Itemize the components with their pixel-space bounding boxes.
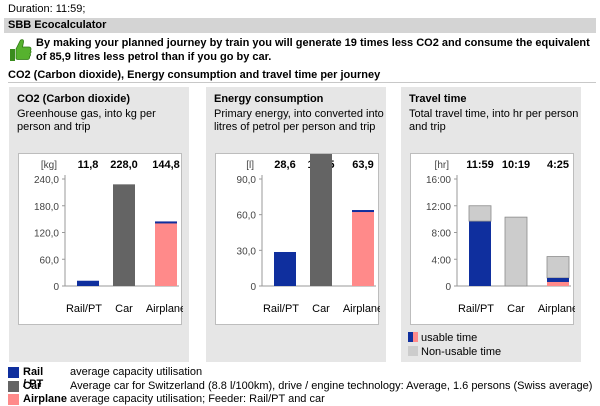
energy-chart: [l]90,060,030,0028,6114,563,9Rail/PTCarA… (215, 153, 380, 325)
y-tick-label: 0 (53, 282, 59, 293)
non-usable-time-label: Non-usable time (421, 346, 502, 358)
duration-text: Duration: 11:59; (8, 3, 86, 15)
category-label: Airplane (343, 303, 380, 315)
airplane-swatch (8, 394, 19, 405)
y-tick-label: 30,0 (237, 246, 257, 257)
panel-description: Primary energy, into converted into litr… (214, 108, 384, 133)
legend-description: average capacity utilisation; Feeder: Ra… (70, 393, 325, 405)
y-tick-label: 60,0 (40, 255, 60, 266)
y-tick-label: 0 (250, 282, 256, 293)
bar (274, 251, 296, 286)
y-tick-label: 0 (445, 282, 451, 293)
panel-description: Total travel time, into hr per person an… (409, 108, 579, 133)
co2-panel: CO2 (Carbon dioxide) Greenhouse gas, int… (9, 87, 189, 362)
category-label: Rail/PT (458, 303, 494, 315)
value-label: 144,8 (152, 159, 180, 171)
category-label: Car (507, 303, 525, 315)
thumbs-up-icon (10, 39, 32, 61)
y-tick-label: 60,0 (237, 211, 257, 222)
y-tick-label: 12:00 (426, 202, 451, 213)
legend-name: Rail / PT (23, 366, 44, 390)
value-label: 28,6 (274, 159, 295, 171)
eco-message: By making your planned journey by train … (36, 37, 590, 63)
value-label: 10:19 (502, 159, 530, 171)
category-label: Airplane (146, 303, 183, 315)
y-tick-label: 90,0 (237, 175, 257, 186)
non-usable-time-bar (468, 205, 492, 222)
section-subheading: CO2 (Carbon dioxide), Energy consumption… (8, 69, 596, 83)
energy-panel: Energy consumption Primary energy, into … (206, 87, 386, 362)
bar (310, 154, 332, 286)
non-usable-time-legend: Non-usable time (408, 346, 501, 358)
value-label: 228,0 (110, 159, 138, 171)
bar-feeder-segment (155, 221, 177, 224)
car-swatch (8, 381, 19, 392)
bar (113, 184, 135, 286)
value-label: 11:59 (466, 159, 494, 171)
legend-description: Average car for Switzerland (8.8 l/100km… (70, 380, 593, 392)
usable-time-label: usable time (421, 332, 478, 344)
usable-time-bar (547, 277, 569, 286)
panel-title: CO2 (Carbon dioxide) (17, 93, 131, 105)
rail-swatch (8, 367, 19, 378)
value-label: 11,8 (78, 159, 99, 171)
usable-time-bar (469, 221, 491, 286)
unit-label: [kg] (41, 160, 57, 171)
non-usable-time-bar (504, 216, 528, 287)
legend-description: average capacity utilisation (70, 366, 203, 378)
legend-name: Car (23, 380, 42, 392)
travel-time-panel: Travel time Total travel time, into hr p… (401, 87, 581, 362)
category-label: Rail/PT (263, 303, 299, 315)
category-label: Car (115, 303, 133, 315)
value-label: 63,9 (352, 159, 373, 171)
unit-label: [hr] (435, 160, 450, 171)
y-tick-label: 240,0 (34, 175, 59, 186)
app-title-bar: SBB Ecocalculator (4, 18, 596, 33)
bar (155, 221, 177, 286)
usable-time-bar-rail-feeder (547, 277, 569, 282)
bar (77, 280, 99, 286)
y-tick-label: 120,0 (34, 229, 59, 240)
legend-name: Airplane (23, 393, 68, 405)
bar (352, 210, 374, 286)
usable-time-legend: usable time (408, 332, 477, 344)
unit-label: [l] (246, 160, 254, 171)
non-usable-time-swatch (408, 346, 418, 356)
category-label: Rail/PT (66, 303, 102, 315)
category-label: Car (312, 303, 330, 315)
y-tick-label: 180,0 (34, 202, 59, 213)
panel-description: Greenhouse gas, into kg per person and t… (17, 108, 156, 133)
y-tick-label: 4:00 (432, 255, 452, 266)
travel-time-chart: [hr] 16:00 12:00 8:00 4:00 0 11:59 10:19 4:25 Rai… (410, 153, 575, 325)
y-tick-label: 8:00 (432, 229, 452, 240)
usable-time-swatch (408, 332, 418, 342)
value-label: 4:25 (547, 159, 569, 171)
bar-feeder-segment (352, 210, 374, 213)
non-usable-time-bar (546, 256, 570, 279)
panel-title: Energy consumption (214, 93, 324, 105)
y-tick-label: 16:00 (426, 175, 451, 186)
category-label: Airplane (538, 303, 575, 315)
panel-title: Travel time (409, 93, 467, 105)
co2-chart: [kg] 240,0 180,0 120,0 60,0 0 11,8 228,0 144,8 Ra… (18, 153, 183, 325)
